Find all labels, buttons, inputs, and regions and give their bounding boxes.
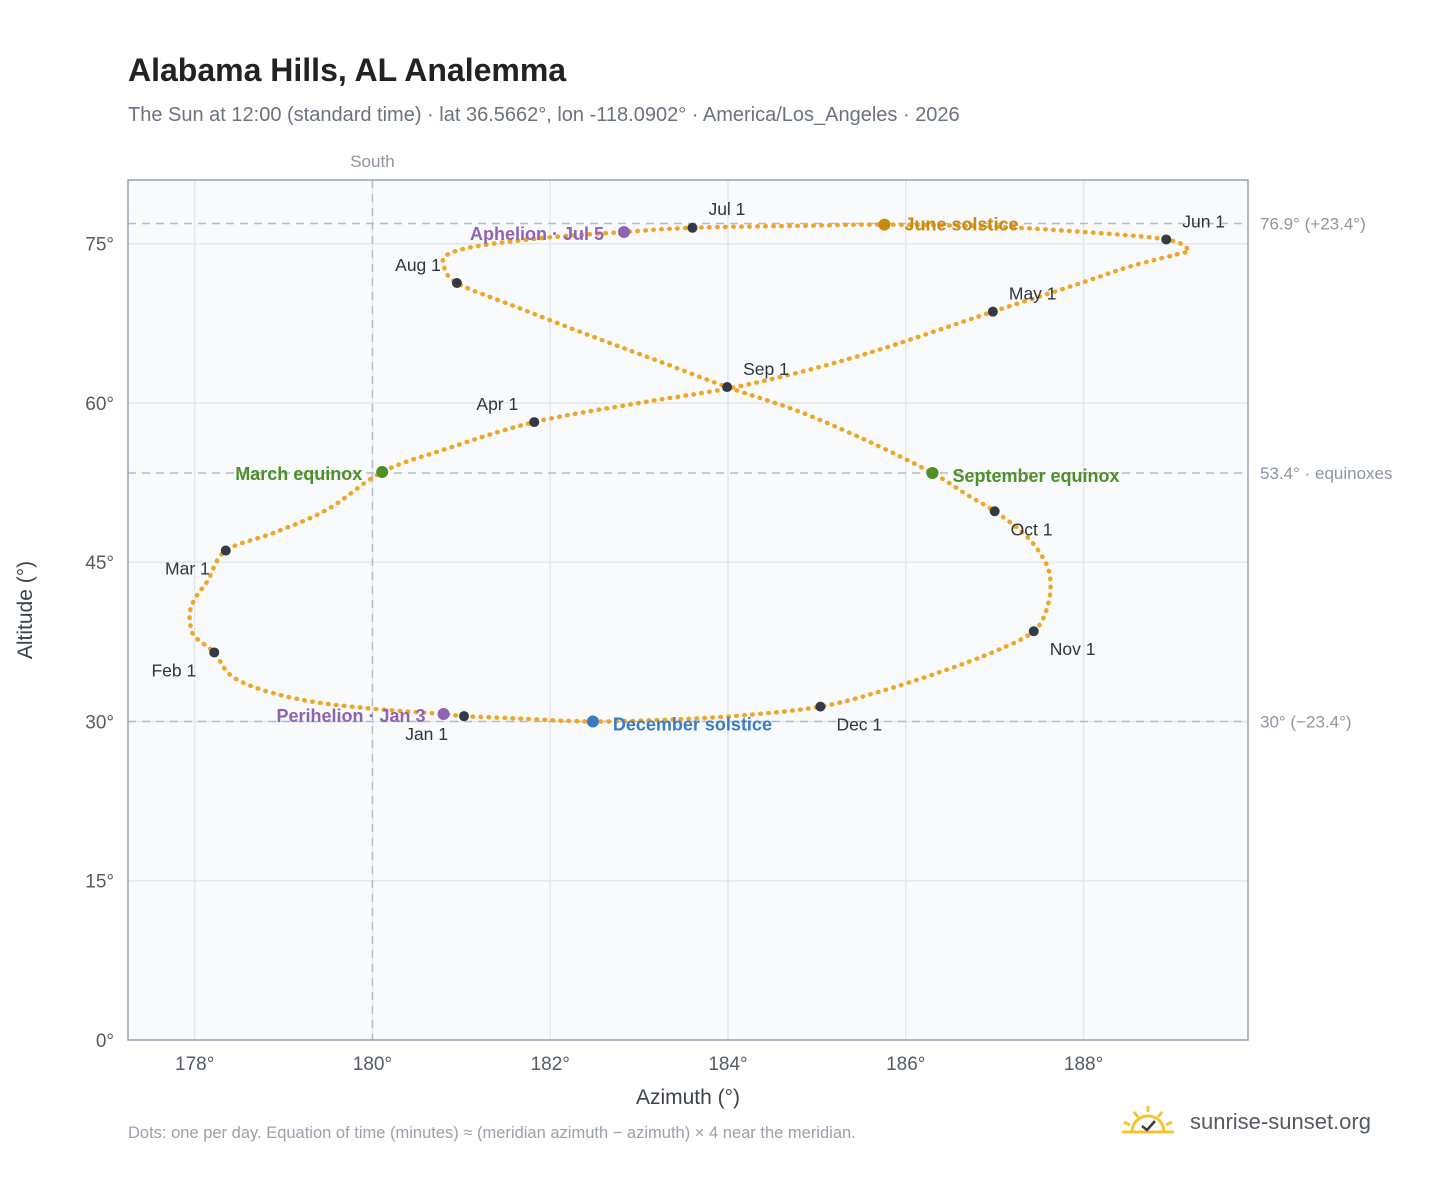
x-tick-label: 186° — [886, 1054, 925, 1075]
sun-checkmark-icon — [1122, 1106, 1174, 1134]
month-marker — [815, 701, 826, 712]
x-tick-label: 178° — [175, 1054, 214, 1075]
footnote: Dots: one per day. Equation of time (min… — [128, 1124, 856, 1142]
meridian-label: South — [350, 152, 394, 171]
month-label: Aug 1 — [395, 255, 441, 275]
month-marker — [687, 222, 698, 233]
month-label: Dec 1 — [836, 715, 882, 735]
event-marker — [878, 218, 891, 231]
reference-lines-layer: South 76.9° (+23.4°) 53.4° · equinoxes 30° … — [128, 152, 1393, 1040]
event-label: Aphelion · Jul 5 — [470, 224, 604, 244]
x-tick-label: 180° — [353, 1054, 392, 1075]
y-tick-label: 30° — [85, 712, 114, 733]
y-tick-label: 60° — [85, 394, 114, 415]
brand-logo[interactable]: sunrise-sunset.org — [1120, 1104, 1371, 1140]
marker-layer: Jan 1 Feb 1 Mar 1 Apr 1 May 1 Jun 1 Jul 1 Aug 1… — [151, 199, 1225, 744]
event-label: December solstice — [613, 714, 772, 734]
chart-subtitle: The Sun at 12:00 (standard time) · lat 3… — [128, 104, 960, 126]
event-marker — [926, 467, 939, 480]
month-label: May 1 — [1009, 284, 1057, 304]
x-tick-label: 184° — [708, 1054, 747, 1075]
month-marker — [722, 382, 733, 393]
event-marker — [618, 226, 630, 239]
month-marker — [451, 277, 462, 288]
event-label: Perihelion · Jan 3 — [277, 706, 426, 726]
x-tick-label: 182° — [531, 1054, 570, 1075]
y-axis-label: Altitude (°) — [14, 561, 37, 659]
x-tick-label: 188° — [1064, 1054, 1103, 1075]
month-label: Apr 1 — [476, 394, 518, 414]
x-axis-label: Azimuth (°) — [636, 1086, 740, 1109]
event-marker — [376, 465, 389, 478]
month-label: Jul 1 — [708, 199, 745, 219]
month-label: Oct 1 — [1011, 519, 1053, 539]
month-label: Jan 1 — [405, 724, 448, 744]
plot-background — [128, 180, 1248, 1040]
month-marker — [529, 417, 540, 428]
y-tick-label: 0° — [96, 1031, 114, 1052]
axis-layer: 178° 180° 182° 184° 186° 188° 0° 15° 30° 45° 60° 75… — [14, 179, 1249, 1109]
month-marker — [1161, 234, 1172, 245]
event-label: June solstice — [904, 215, 1018, 235]
month-label: Jun 1 — [1182, 211, 1225, 231]
month-marker — [1028, 626, 1039, 637]
month-marker — [459, 711, 469, 722]
month-marker — [989, 506, 1000, 517]
month-label: Feb 1 — [151, 660, 196, 680]
plot-border — [127, 179, 1249, 1041]
y-tick-label: 15° — [85, 872, 114, 893]
month-label: Sep 1 — [743, 359, 789, 379]
chart-title: Alabama Hills, AL Analemma — [128, 52, 567, 88]
brand-text: sunrise-sunset.org — [1190, 1109, 1371, 1134]
reference-line-label: 76.9° (+23.4°) — [1260, 215, 1366, 234]
month-label: Mar 1 — [165, 559, 210, 579]
event-label: September equinox — [952, 466, 1119, 486]
analemma-curve-layer — [187, 222, 1192, 724]
event-marker — [586, 715, 599, 728]
month-marker — [209, 647, 220, 658]
plot-frame-layer — [128, 180, 1248, 1040]
y-tick-label: 45° — [85, 553, 114, 574]
event-marker — [437, 708, 450, 721]
analemma-daily-dots — [187, 222, 1192, 724]
month-marker — [987, 306, 998, 317]
month-label: Nov 1 — [1050, 639, 1096, 659]
y-tick-label: 75° — [85, 235, 114, 256]
reference-line-label: 53.4° · equinoxes — [1260, 464, 1393, 483]
event-label: March equinox — [235, 464, 362, 484]
month-marker — [220, 545, 231, 556]
reference-line-label: 30° (−23.4°) — [1260, 712, 1352, 731]
